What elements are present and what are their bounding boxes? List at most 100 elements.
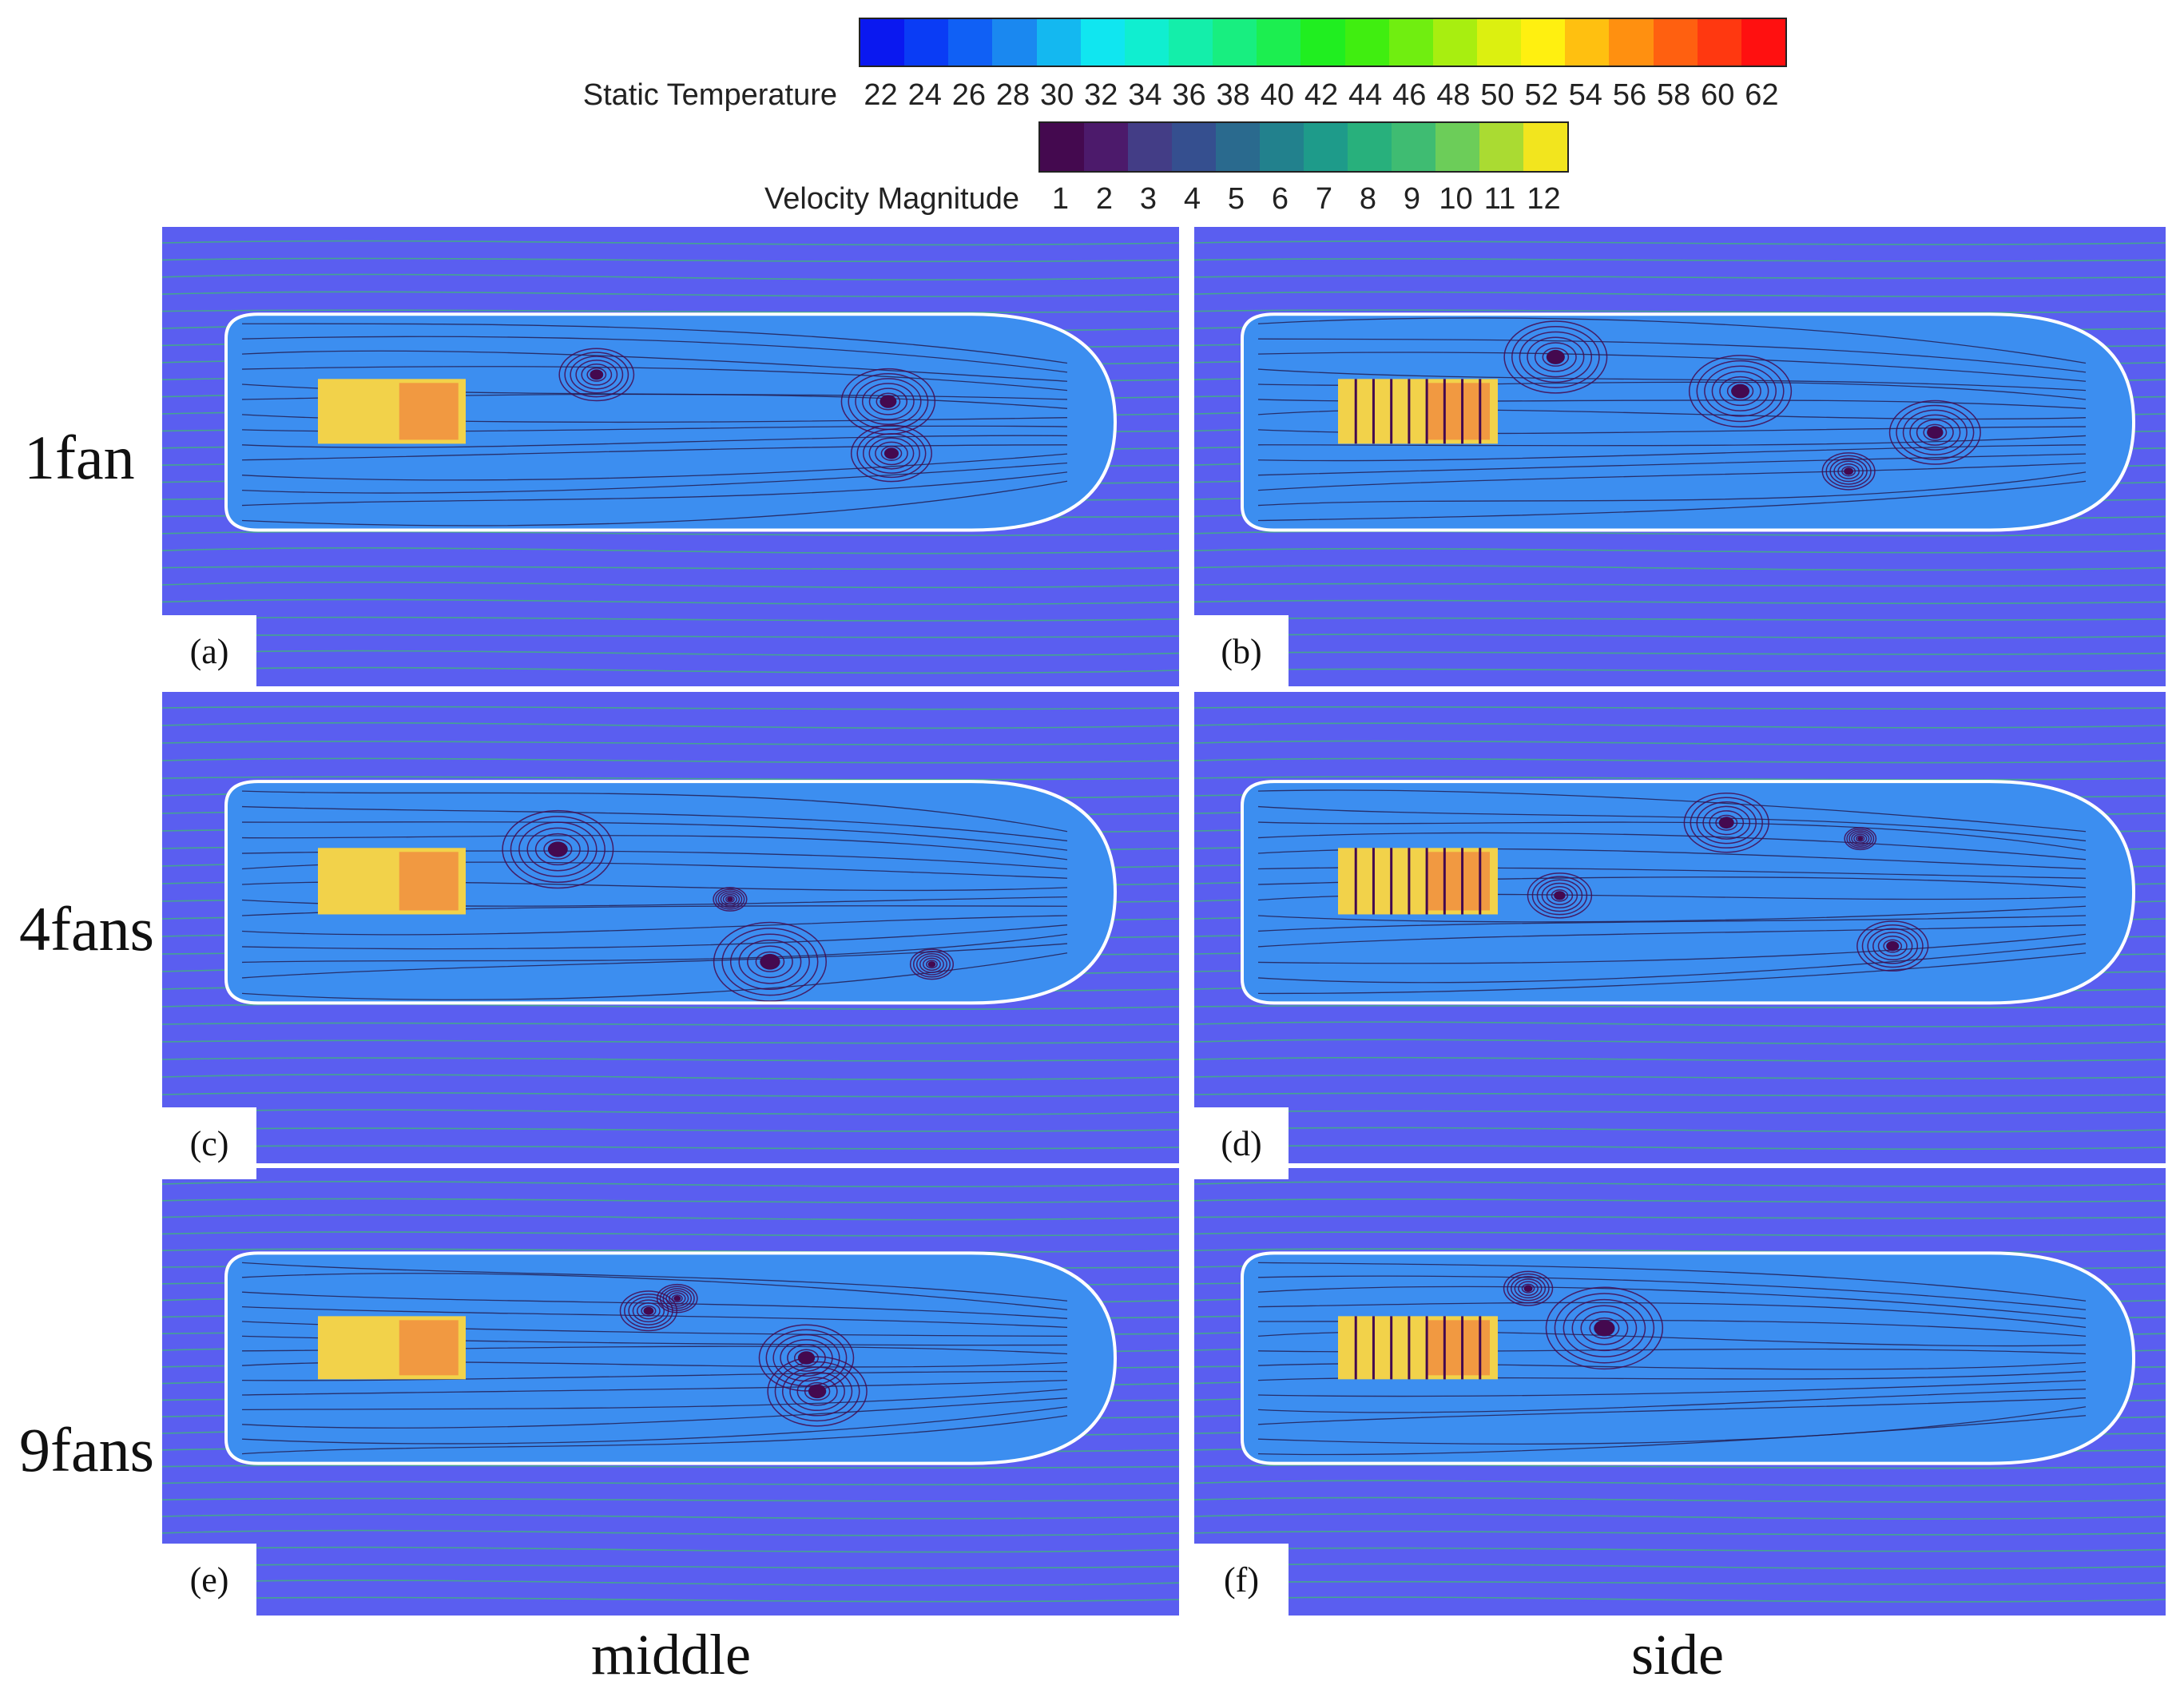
vortex-core <box>1594 1320 1615 1337</box>
interior-streamline <box>1257 368 2087 391</box>
interior-streamline <box>241 336 1068 373</box>
panel-b-side-1fan <box>1194 227 2166 686</box>
vortex-core <box>1546 349 1565 364</box>
outer-streamline <box>1194 634 2166 639</box>
outer-streamline <box>1194 668 2166 673</box>
vortex-ring <box>659 1286 695 1311</box>
vortex-ring <box>725 896 735 903</box>
vortex-ring <box>632 1299 665 1323</box>
vortex-ring <box>518 821 598 877</box>
outer-streamline <box>1194 1127 2166 1133</box>
outer-streamline <box>162 1145 1179 1150</box>
vessel-interior <box>1242 781 2134 1003</box>
vortex-ring <box>1688 355 1793 428</box>
outer-streamline <box>162 291 1179 297</box>
panel-a-middle-1fan <box>162 227 1179 686</box>
vortex-ring <box>1909 414 1961 451</box>
vortex-core <box>880 395 897 408</box>
temperature-color-step <box>1344 19 1389 66</box>
vortex-ring <box>747 945 793 979</box>
vortex-ring <box>922 957 941 972</box>
outer-streamline <box>162 1091 1179 1098</box>
outer-streamline <box>162 1127 1179 1132</box>
temperature-tick-label: 58 <box>1656 78 1691 112</box>
interior-streamline <box>1257 924 2087 948</box>
vortex-ring <box>543 839 573 860</box>
outer-streamline <box>162 1022 1179 1027</box>
vortex-ring <box>925 960 938 969</box>
velocity-color-step <box>1479 123 1523 171</box>
vortex-ring <box>1536 879 1583 912</box>
vortex-ring <box>715 888 745 910</box>
vortex-ring <box>624 1293 673 1329</box>
flow-field <box>1194 705 2166 1151</box>
outer-streamline <box>162 309 1179 313</box>
temperature-colorbar <box>859 18 1787 67</box>
outer-streamline <box>1194 1215 2166 1219</box>
outer-streamline <box>162 757 1179 764</box>
row-label-9fans: 9fans <box>19 1415 154 1484</box>
vortex-ring <box>1883 939 1903 953</box>
vortex-ring <box>1696 801 1757 845</box>
interior-streamline <box>1257 444 2087 462</box>
vortex-ring <box>720 892 741 907</box>
panel-label-d: (d) <box>1194 1107 1289 1179</box>
velocity-color-step <box>1040 123 1084 171</box>
interior-streamline <box>241 1415 1068 1455</box>
vortex-core <box>727 896 733 902</box>
interior-streamline <box>1257 943 2087 984</box>
hot-spot <box>399 1320 459 1376</box>
temperature-tick-label: 56 <box>1612 78 1647 112</box>
vortex-ring <box>713 887 748 912</box>
vortex-core <box>884 447 899 459</box>
outer-streamline <box>1194 1181 2166 1187</box>
vortex-ring <box>1726 381 1754 401</box>
vortex-ring <box>1833 460 1864 483</box>
vortex-ring <box>656 1283 698 1313</box>
vortex-core <box>643 1306 654 1315</box>
vortex-ring <box>1527 872 1593 919</box>
vessel-interior <box>1242 1253 2134 1464</box>
outer-streamline <box>1194 1198 2166 1203</box>
velocity-tick-label: 9 <box>1403 182 1421 216</box>
vortex-ring <box>1825 455 1872 488</box>
vortex-core <box>1731 384 1750 399</box>
vortex-ring <box>1518 1281 1539 1296</box>
outer-streamline <box>162 721 1179 729</box>
vortex-ring <box>1856 920 1929 972</box>
temperature-color-step <box>1168 19 1213 66</box>
interior-streamline <box>1257 1406 2087 1445</box>
velocity-tick-label: 2 <box>1095 182 1114 216</box>
temperature-color-step <box>948 19 993 66</box>
vessel-wall <box>224 1251 1118 1465</box>
vortex-ring <box>1531 876 1588 916</box>
outer-streamline <box>1194 740 2166 746</box>
outer-streamline <box>162 1564 1179 1569</box>
interior-streamline <box>241 821 1068 851</box>
interior-streamline <box>241 924 1068 950</box>
vortex-ring <box>1856 835 1865 842</box>
temperature-tick-label: 42 <box>1304 78 1339 112</box>
vortex-ring <box>1510 1275 1547 1302</box>
vortex-ring <box>861 383 915 420</box>
interior-streamline <box>1257 1415 2087 1456</box>
velocity-color-step <box>1392 123 1435 171</box>
vortex-ring <box>868 387 907 415</box>
outer-streamline <box>162 531 1179 536</box>
vortex-core <box>808 1384 827 1399</box>
velocity-legend-title: Velocity Magnitude <box>764 182 1019 216</box>
temperature-tick-label: 36 <box>1172 78 1206 112</box>
flow-field <box>162 705 1179 1150</box>
vortex-ring <box>758 1324 855 1392</box>
panel-label-b: (b) <box>1194 615 1289 687</box>
temperature-color-step <box>1388 19 1433 66</box>
interior-streamline <box>241 1306 1068 1329</box>
vortex-ring <box>1916 419 1954 446</box>
temperature-tick-label: 48 <box>1436 78 1471 112</box>
vortex-core <box>1718 817 1734 829</box>
velocity-color-step <box>1128 123 1172 171</box>
vortex-ring <box>1514 1278 1543 1299</box>
interior-streamline <box>1257 952 2087 995</box>
vortex-ring <box>1507 1273 1550 1304</box>
vortex-ring <box>1696 360 1785 423</box>
